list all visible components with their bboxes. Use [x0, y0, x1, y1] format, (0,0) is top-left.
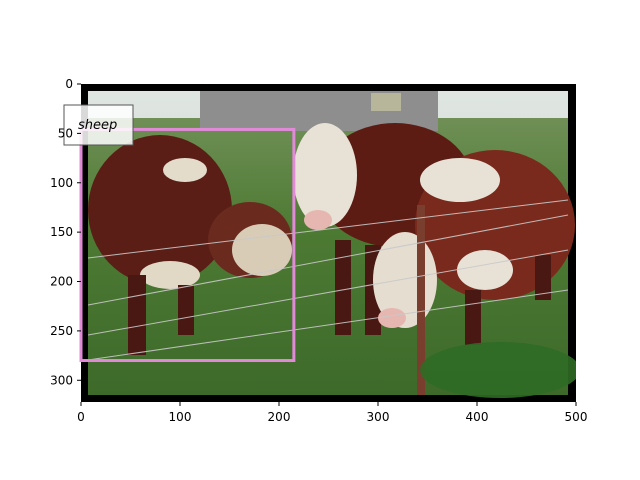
y-tick-label: 0: [65, 77, 73, 91]
x-axis: 0 100 200 300 400 500: [77, 402, 587, 424]
y-tick-label: 50: [58, 126, 73, 140]
photo: [81, 84, 576, 402]
y-tick-label: 250: [50, 324, 73, 338]
cow-right: [373, 150, 575, 345]
y-axis: 0 50 100 150 200 250 300: [50, 77, 81, 387]
annotation-bbox: [79, 127, 296, 363]
fence-wires: [87, 199, 569, 361]
y-tick-label: 100: [50, 176, 73, 190]
x-tick-label: 200: [268, 410, 291, 424]
x-tick-label: 400: [466, 410, 489, 424]
annotation-label-box: sheep: [63, 104, 134, 146]
x-tick-label: 0: [77, 410, 85, 424]
y-tick-label: 150: [50, 225, 73, 239]
fence-post: [417, 205, 425, 395]
y-tick-label: 200: [50, 275, 73, 289]
x-tick-label: 300: [367, 410, 390, 424]
cow-left: [88, 135, 292, 355]
x-tick-label: 100: [169, 410, 192, 424]
x-tick-label: 500: [565, 410, 588, 424]
y-tick-label: 300: [50, 373, 73, 387]
annotation-label: sheep: [78, 118, 117, 133]
